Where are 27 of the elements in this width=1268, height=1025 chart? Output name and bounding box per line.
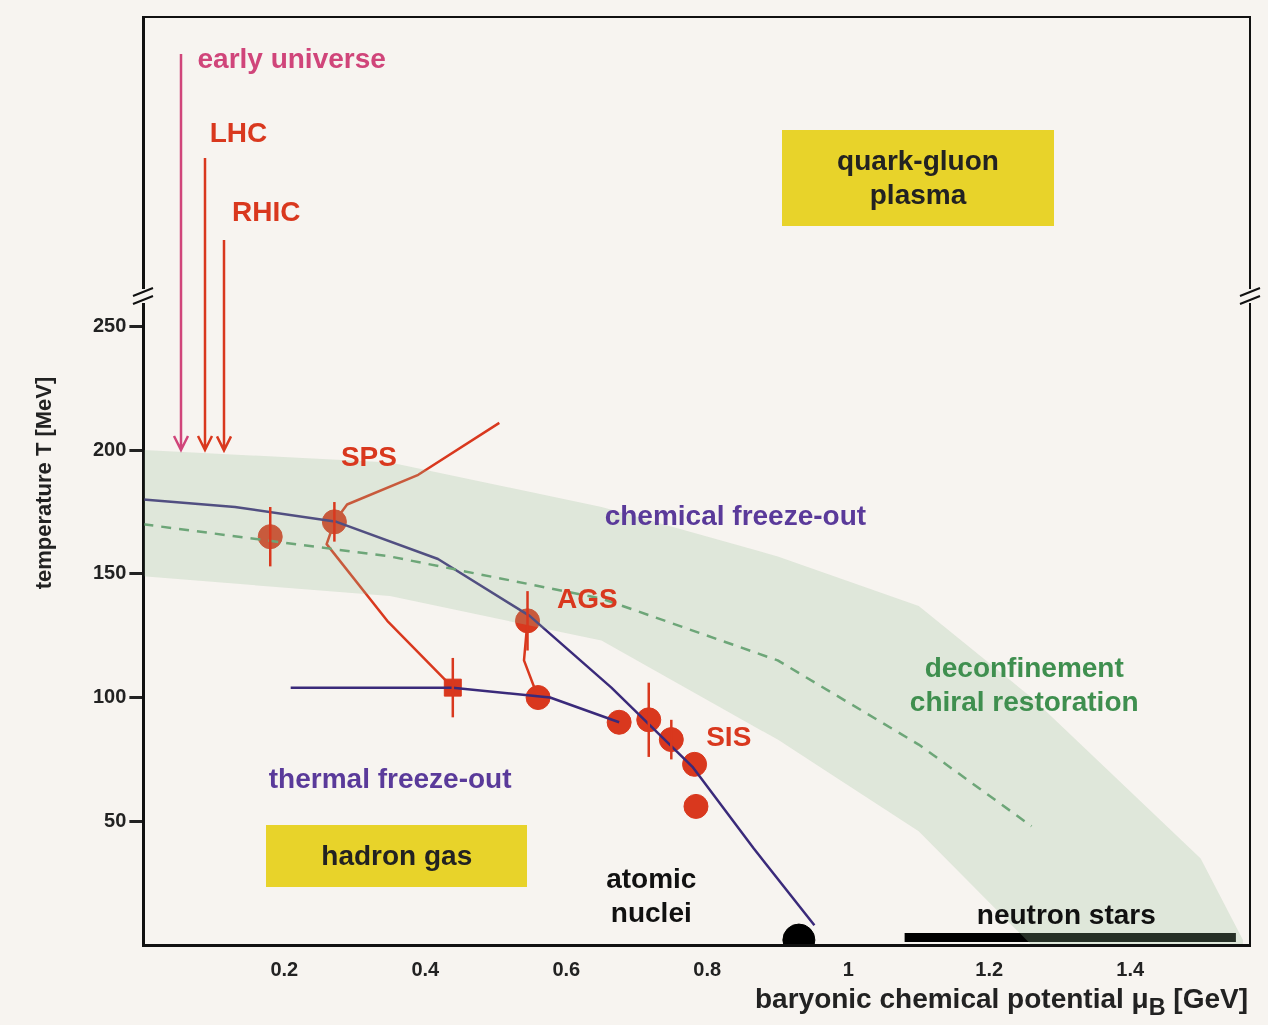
annotation: atomic nuclei bbox=[606, 861, 697, 930]
annotation: thermal freeze-out bbox=[268, 761, 512, 796]
annotation: SIS bbox=[706, 720, 752, 755]
annotation: quark-gluon plasma bbox=[837, 143, 999, 212]
y-tick-label: 150 bbox=[92, 561, 127, 584]
y-tick-label: 100 bbox=[92, 685, 127, 708]
annotation: early universe bbox=[197, 41, 386, 76]
y-tick-label: 250 bbox=[92, 313, 127, 336]
x-tick-label: 0.6 bbox=[552, 957, 581, 980]
annotation: chemical freeze-out bbox=[604, 499, 867, 534]
y-axis-title: temperature T [MeV] bbox=[31, 376, 57, 590]
annotation: AGS bbox=[557, 581, 618, 616]
annotation: neutron stars bbox=[976, 898, 1156, 933]
annotation: LHC bbox=[209, 116, 268, 150]
x-tick-label: 1 bbox=[842, 957, 854, 980]
y-tick-label: 50 bbox=[104, 808, 127, 831]
annotation: deconfinement chiral restoration bbox=[909, 651, 1139, 720]
annotation: SPS bbox=[340, 440, 397, 475]
x-tick-label: 1.2 bbox=[975, 957, 1004, 980]
x-tick-label: 0.4 bbox=[411, 957, 441, 980]
annotation: RHIC bbox=[231, 194, 301, 229]
x-axis-title: baryonic chemical potential μ$_{B}$ [GeV] bbox=[754, 983, 1248, 1021]
annotation: hadron gas bbox=[321, 838, 473, 873]
x-tick-label: 0.2 bbox=[270, 957, 299, 980]
x-tick-label: 1.4 bbox=[1116, 957, 1145, 980]
x-tick-label: 0.8 bbox=[693, 957, 722, 980]
y-tick-label: 200 bbox=[92, 437, 127, 460]
